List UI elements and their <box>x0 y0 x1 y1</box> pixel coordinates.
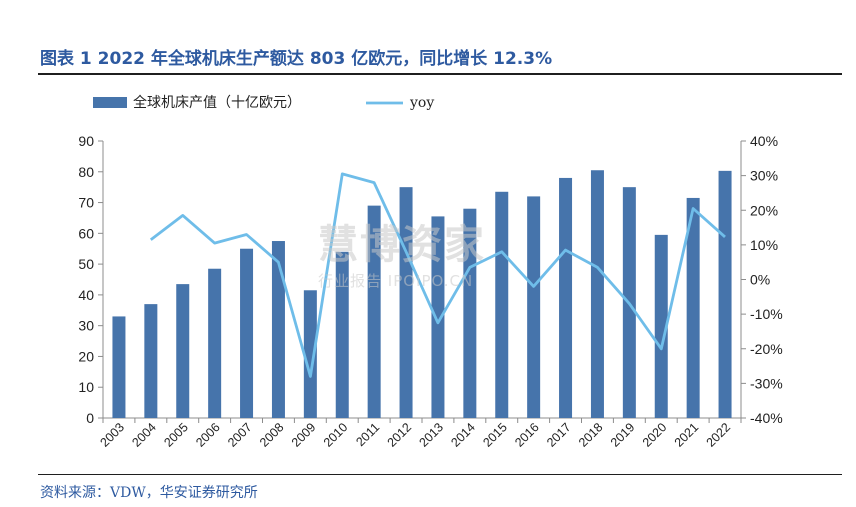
title-divider <box>38 73 842 75</box>
right-tick-label: 0% <box>750 272 770 288</box>
x-tick-label: 2006 <box>193 420 223 450</box>
bar-2013 <box>431 216 445 418</box>
left-tick-label: 60 <box>78 225 94 241</box>
x-tick-label: 2012 <box>385 420 415 450</box>
x-tick-label: 2009 <box>289 420 319 450</box>
bar-2017 <box>559 177 573 418</box>
x-tick-label: 2017 <box>544 420 574 450</box>
bar-2006 <box>208 268 222 418</box>
bar-2003 <box>112 316 126 418</box>
left-tick-label: 50 <box>78 256 94 272</box>
bar-2021 <box>686 197 700 418</box>
bar-2014 <box>463 208 477 418</box>
left-tick-label: 30 <box>78 318 94 334</box>
chart-title: 图表 1 2022 年全球机床生产额达 803 亿欧元，同比增长 12.3% <box>40 49 553 69</box>
x-tick-label: 2018 <box>576 420 606 450</box>
x-tick-label: 2014 <box>448 420 478 450</box>
bar-2009 <box>303 290 317 418</box>
right-tick-label: -40% <box>750 410 783 426</box>
left-tick-label: 0 <box>86 410 94 426</box>
x-tick-label: 2010 <box>321 420 351 450</box>
left-tick-label: 10 <box>78 379 94 395</box>
x-tick-label: 2007 <box>225 420 255 450</box>
bar-2022 <box>718 170 732 418</box>
legend-label-bar: 全球机床产值（十亿欧元） <box>133 94 301 111</box>
x-tick-label: 2016 <box>512 420 542 450</box>
chart: 0 10 20 30 40 50 60 70 80 90 -40% -30% -20% -10% 0% 10%… <box>78 94 783 450</box>
right-tick-label: -10% <box>750 306 783 322</box>
legend-label-line: yoy <box>409 95 434 111</box>
left-tick-label: 40 <box>78 287 94 303</box>
bar-2007 <box>240 248 254 418</box>
right-tick-label: 20% <box>750 202 778 218</box>
bar-2012 <box>399 187 413 418</box>
x-tick-label: 2013 <box>417 420 447 450</box>
yoy-line <box>149 172 726 378</box>
x-tick-label: 2020 <box>640 420 670 450</box>
right-tick-label: 10% <box>750 237 778 253</box>
bar-2016 <box>527 196 541 418</box>
bar-2008 <box>271 241 285 418</box>
right-tick-label: -20% <box>750 341 783 357</box>
bar-2020 <box>654 234 668 418</box>
x-tick-label: 2008 <box>257 420 287 450</box>
left-tick-label: 80 <box>78 164 94 180</box>
source-divider <box>38 474 842 475</box>
x-tick-label: 2015 <box>480 420 510 450</box>
x-tick-label: 2005 <box>161 420 191 450</box>
x-tick-label: 2021 <box>672 420 702 450</box>
x-tick-label: 2011 <box>353 420 382 449</box>
bar-2004 <box>144 304 158 418</box>
bar-2015 <box>495 191 509 418</box>
source-note: 资料来源：VDW，华安证券研究所 <box>40 485 258 501</box>
right-tick-label: 30% <box>750 168 778 184</box>
bar-2005 <box>176 284 190 418</box>
x-tick-label: 2022 <box>704 420 734 450</box>
x-tick-label: 2003 <box>98 420 128 450</box>
right-tick-label: 40% <box>750 133 778 149</box>
x-tick-label: 2004 <box>129 420 159 450</box>
bar-2018 <box>590 170 604 418</box>
bar-2010 <box>335 251 349 418</box>
left-tick-label: 90 <box>78 133 94 149</box>
x-tick-label: 2019 <box>608 420 638 450</box>
legend-swatch-bar <box>93 97 127 108</box>
left-tick-label: 20 <box>78 348 94 364</box>
bar-2011 <box>367 205 381 418</box>
left-tick-label: 70 <box>78 195 94 211</box>
right-tick-label: -30% <box>750 375 783 391</box>
